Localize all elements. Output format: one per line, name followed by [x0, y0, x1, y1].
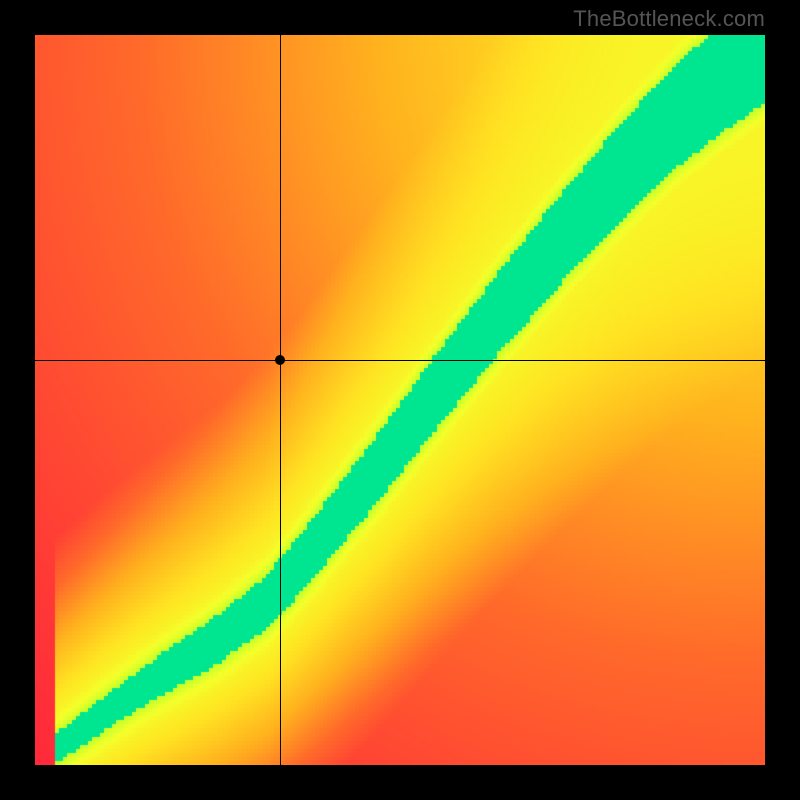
- watermark-text: TheBottleneck.com: [573, 6, 765, 32]
- heatmap-canvas: [35, 35, 765, 765]
- plot-area: [35, 35, 765, 765]
